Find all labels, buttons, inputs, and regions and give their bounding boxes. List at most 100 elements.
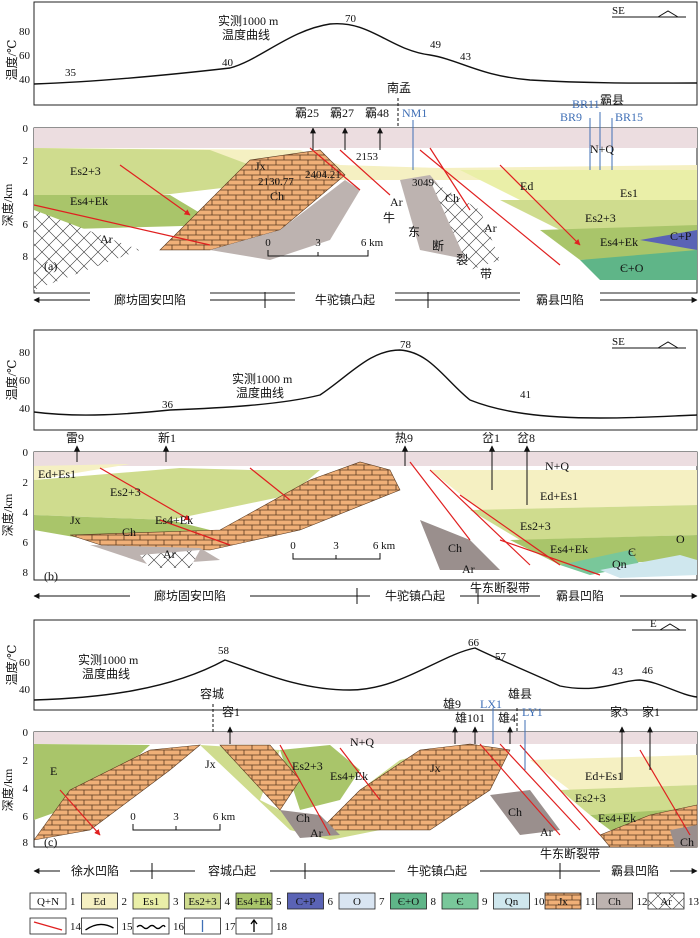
svg-text:3: 3 xyxy=(333,540,339,552)
direction-label: SE xyxy=(612,5,625,17)
wells-a: 霸25 霸27 霸48 南孟 NM1 BR11 BR9 霸县 BR15 xyxy=(295,80,643,170)
temp-value: 58 xyxy=(218,645,230,657)
stratum-label: Ar xyxy=(100,232,113,246)
unit-label: 霸县凹陷 xyxy=(536,292,584,307)
temp-axis-label: 温度/℃ xyxy=(4,360,19,401)
temp-value: 57 xyxy=(495,651,507,663)
stratum-label: Ar xyxy=(310,826,323,840)
temp-value: 66 xyxy=(468,637,480,649)
legend-label: Es1 xyxy=(143,896,160,908)
stratum-label: Es2+3 xyxy=(575,791,606,805)
legend-item: Ch 12 xyxy=(596,892,648,910)
stratum-label: Ch xyxy=(508,805,522,819)
legend-swatch xyxy=(235,892,273,910)
depth-tick: 6 xyxy=(23,537,29,549)
panel-a: 温度/℃ 80 60 40 35 40 70 49 43 实测1000 m 温度… xyxy=(0,1,698,308)
svg-text:6 km: 6 km xyxy=(361,237,384,249)
temp-value: 70 xyxy=(345,13,357,25)
legend-line-symbol xyxy=(85,923,114,931)
legend-label: O xyxy=(353,896,361,908)
depth-tick: 0 xyxy=(23,727,29,739)
depth-value: 2404.21 xyxy=(305,169,341,181)
well-label: BR9 xyxy=(560,110,582,124)
depth-axis-label: 深度/km xyxy=(0,493,15,536)
layer-edes1-right xyxy=(430,470,697,510)
stratum-label: Ar xyxy=(163,547,176,561)
legend-line-symbol xyxy=(250,918,258,932)
depth-tick: 8 xyxy=(23,251,29,263)
legend-swatch xyxy=(81,917,118,935)
svg-text:裂: 裂 xyxy=(456,253,468,267)
legend-number: 7 xyxy=(379,896,385,908)
stratum-label: Es4+Ek xyxy=(598,811,636,825)
temp-tick: 60 xyxy=(19,50,31,62)
temp-tick: 60 xyxy=(19,375,31,387)
unit-label: 廊坊固安凹陷 xyxy=(154,588,226,603)
layer-edes1-left xyxy=(34,464,130,480)
legend-item: Ar 13 xyxy=(647,892,700,910)
curve-label-line2: 温度曲线 xyxy=(222,27,270,42)
temp-value: 40 xyxy=(222,57,234,69)
unit-label: 牛驼镇凸起 xyxy=(407,863,467,878)
stratum-label: Ch xyxy=(122,525,136,539)
temp-tick: 80 xyxy=(19,347,31,359)
layer-nq-b xyxy=(34,452,697,466)
legend-item: Q+N 1 xyxy=(29,892,76,910)
svg-text:0: 0 xyxy=(130,811,136,823)
legend-line-symbol xyxy=(33,921,63,931)
legend-item: Jx 11 xyxy=(544,892,596,910)
curve-label-line2: 温度曲线 xyxy=(236,385,284,400)
legend-label: C+P xyxy=(296,896,316,908)
legend-item: 16 xyxy=(132,917,185,935)
legend-number: 9 xyxy=(482,896,488,908)
temp-tick: 60 xyxy=(19,657,31,669)
temp-tick: 40 xyxy=(19,74,31,86)
svg-text:6 km: 6 km xyxy=(213,811,236,823)
well-label: 雷9 xyxy=(66,431,84,445)
legend-number: 2 xyxy=(122,896,128,908)
well-label: 雄县 xyxy=(508,686,532,701)
stratum-label: Jx xyxy=(205,757,216,771)
svg-text:牛: 牛 xyxy=(383,210,395,225)
ar-block-a xyxy=(430,180,500,270)
panel-tag: (b) xyxy=(44,569,58,583)
unit-label: 容城凸起 xyxy=(208,863,256,878)
legend-label: Jx xyxy=(558,896,568,908)
legend-label: Є+O xyxy=(398,896,419,908)
legend-number: 3 xyxy=(173,896,179,908)
legend-item: Es4+Ek 5 xyxy=(235,892,282,910)
well-label: BR11 xyxy=(572,97,600,111)
layer-es4ek-c xyxy=(280,745,360,810)
svg-text:0: 0 xyxy=(265,237,271,249)
temp-value: 43 xyxy=(460,51,472,63)
stratum-label: Jx xyxy=(430,761,441,775)
svg-text:0: 0 xyxy=(290,540,296,552)
faults-b xyxy=(99,461,601,576)
temp-plot-frame-c xyxy=(33,619,698,711)
depth-tick: 6 xyxy=(23,811,29,823)
faults-a xyxy=(33,147,581,266)
curve-label-line1: 实测1000 m xyxy=(218,13,279,28)
legend-swatch xyxy=(81,892,118,910)
legend-number: 13 xyxy=(688,896,700,908)
legend-number: 10 xyxy=(534,896,546,908)
depth-tick: 6 xyxy=(23,219,29,231)
svg-text:3: 3 xyxy=(315,237,321,249)
temperature-curve-a xyxy=(33,23,698,85)
fault-zone-label: 牛东断裂带 xyxy=(540,846,600,861)
stratum-label: Es4+Ek xyxy=(70,194,108,208)
curve-label-line1: 实测1000 m xyxy=(78,652,139,667)
legend-swatch xyxy=(338,892,376,910)
legend-swatch xyxy=(647,892,685,910)
legend-swatch xyxy=(493,892,530,910)
svg-text:6 km: 6 km xyxy=(373,540,396,552)
layer-es23-c2 xyxy=(560,785,697,815)
layer-es23-left-b xyxy=(34,468,320,520)
panel-tag: (c) xyxy=(44,835,57,849)
legend-item: 14 xyxy=(29,917,82,935)
temp-tick: 40 xyxy=(19,684,31,696)
strata-labels-a: N+Q Es2+3 Es4+Ek Ed Es1 Es2+3 Es4+Ek C+P… xyxy=(70,142,692,275)
well-label: 岔8 xyxy=(517,431,535,445)
legend: Q+N 1 Ed 2 Es1 3 Es2+3 4 Es4+Ek 5 C+P 6 O 7 Є+O 8 Є 9 Qn 10… xyxy=(29,892,700,935)
